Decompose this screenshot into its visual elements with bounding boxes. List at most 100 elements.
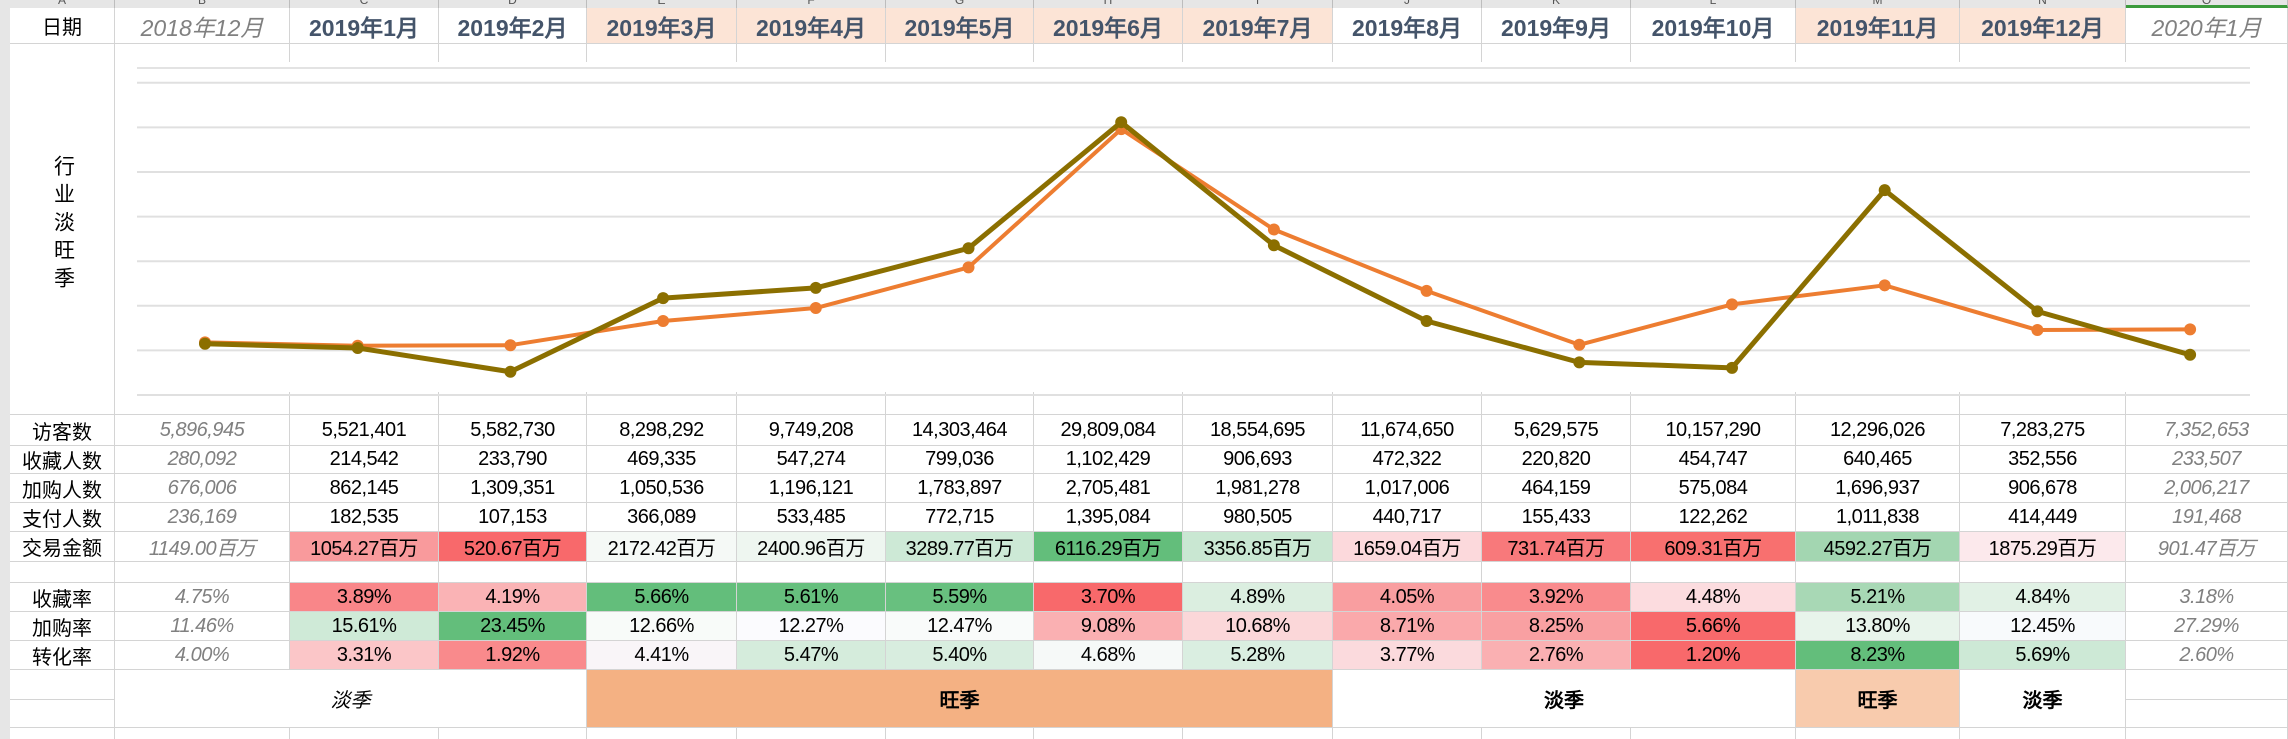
rate-value-cell[interactable]: 3.77% [1333, 641, 1482, 670]
metric-label[interactable]: 支付人数 [10, 503, 115, 532]
metric-value-cell[interactable]: 122,262 [1631, 503, 1796, 532]
metric-value-cell[interactable]: 533,485 [737, 503, 886, 532]
column-header-A[interactable]: A [10, 0, 115, 8]
metric-value-cell[interactable]: 1054.27百万 [290, 532, 439, 562]
metric-value-cell[interactable]: 12,296,026 [1796, 415, 1960, 446]
rate-value-cell[interactable]: 12.45% [1960, 612, 2126, 641]
rate-value-cell[interactable]: 5.21% [1796, 583, 1960, 612]
rate-value-cell[interactable]: 4.41% [587, 641, 737, 670]
rate-value-cell[interactable]: 5.28% [1183, 641, 1333, 670]
metric-value-cell[interactable]: 107,153 [439, 503, 587, 532]
rate-value-cell[interactable]: 4.48% [1631, 583, 1796, 612]
rate-value-cell[interactable]: 5.61% [737, 583, 886, 612]
column-header-L[interactable]: L [1631, 0, 1796, 8]
date-header-cell[interactable]: 2018年12月 [115, 8, 290, 44]
rate-value-cell[interactable]: 4.75% [115, 583, 290, 612]
metric-value-cell[interactable]: 469,335 [587, 446, 737, 474]
date-header-cell[interactable]: 2019年7月 [1183, 8, 1333, 44]
metric-value-cell[interactable]: 454,747 [1631, 446, 1796, 474]
date-header-cell[interactable]: 2019年6月 [1034, 8, 1183, 44]
metric-value-cell[interactable]: 1,696,937 [1796, 474, 1960, 503]
empty-cell[interactable] [737, 728, 886, 739]
date-header-cell[interactable]: 2019年4月 [737, 8, 886, 44]
date-header-cell[interactable]: 2019年11月 [1796, 8, 1960, 44]
rate-value-cell[interactable]: 1.20% [1631, 641, 1796, 670]
metric-value-cell[interactable]: 980,505 [1183, 503, 1333, 532]
empty-cell[interactable] [1960, 728, 2126, 739]
metric-value-cell[interactable]: 14,303,464 [886, 415, 1034, 446]
season-label[interactable]: 淡季 [1960, 670, 2126, 728]
rate-value-cell[interactable]: 3.18% [2126, 583, 2288, 612]
column-header-F[interactable]: F [737, 0, 886, 8]
metric-value-cell[interactable]: 236,169 [115, 503, 290, 532]
rate-value-cell[interactable]: 4.84% [1960, 583, 2126, 612]
rate-label[interactable]: 转化率 [10, 641, 115, 670]
rate-label[interactable]: 收藏率 [10, 583, 115, 612]
empty-cell[interactable] [1631, 728, 1796, 739]
metric-value-cell[interactable]: 29,809,084 [1034, 415, 1183, 446]
empty-cell[interactable] [587, 728, 737, 739]
rate-value-cell[interactable]: 8.25% [1482, 612, 1631, 641]
metric-value-cell[interactable]: 2,006,217 [2126, 474, 2288, 503]
metric-label[interactable]: 访客数 [10, 415, 115, 446]
metric-value-cell[interactable]: 182,535 [290, 503, 439, 532]
rate-value-cell[interactable]: 3.70% [1034, 583, 1183, 612]
metric-value-cell[interactable]: 1,050,536 [587, 474, 737, 503]
rate-value-cell[interactable]: 13.80% [1796, 612, 1960, 641]
metric-value-cell[interactable]: 464,159 [1482, 474, 1631, 503]
column-header-D[interactable]: D [439, 0, 587, 8]
metric-value-cell[interactable]: 2,705,481 [1034, 474, 1183, 503]
metric-value-cell[interactable]: 1659.04百万 [1333, 532, 1482, 562]
metric-value-cell[interactable]: 731.74百万 [1482, 532, 1631, 562]
metric-value-cell[interactable]: 1,011,838 [1796, 503, 1960, 532]
season-label[interactable]: 淡季 [1333, 670, 1796, 728]
metric-value-cell[interactable]: 233,790 [439, 446, 587, 474]
metric-value-cell[interactable]: 640,465 [1796, 446, 1960, 474]
empty-cell[interactable] [290, 562, 439, 583]
empty-cell[interactable] [737, 562, 886, 583]
column-header-B[interactable]: B [115, 0, 290, 8]
empty-cell[interactable] [1034, 728, 1183, 739]
column-header-M[interactable]: M [1796, 0, 1960, 8]
metric-value-cell[interactable]: 472,322 [1333, 446, 1482, 474]
empty-cell[interactable] [886, 728, 1034, 739]
rate-value-cell[interactable]: 23.45% [439, 612, 587, 641]
metric-value-cell[interactable]: 414,449 [1960, 503, 2126, 532]
empty-cell[interactable] [886, 562, 1034, 583]
date-header-cell[interactable]: 2019年3月 [587, 8, 737, 44]
empty-cell[interactable] [1631, 562, 1796, 583]
metric-value-cell[interactable]: 5,629,575 [1482, 415, 1631, 446]
metric-value-cell[interactable]: 7,352,653 [2126, 415, 2288, 446]
empty-cell[interactable] [587, 562, 737, 583]
metric-value-cell[interactable]: 7,283,275 [1960, 415, 2126, 446]
date-header-cell[interactable]: 2019年1月 [290, 8, 439, 44]
rate-value-cell[interactable]: 2.60% [2126, 641, 2288, 670]
date-header-cell[interactable]: 2019年5月 [886, 8, 1034, 44]
season-label[interactable]: 旺季 [1796, 670, 1960, 728]
date-header-cell[interactable]: 2020年1月 [2126, 8, 2288, 44]
metric-value-cell[interactable]: 220,820 [1482, 446, 1631, 474]
rate-value-cell[interactable]: 9.08% [1034, 612, 1183, 641]
metric-value-cell[interactable]: 352,556 [1960, 446, 2126, 474]
rate-value-cell[interactable]: 15.61% [290, 612, 439, 641]
metric-value-cell[interactable]: 2400.96百万 [737, 532, 886, 562]
empty-cell[interactable] [1183, 562, 1333, 583]
rate-value-cell[interactable]: 5.66% [587, 583, 737, 612]
metric-value-cell[interactable]: 862,145 [290, 474, 439, 503]
season-label[interactable]: 淡季 [115, 670, 587, 728]
metric-value-cell[interactable]: 3356.85百万 [1183, 532, 1333, 562]
metric-value-cell[interactable]: 901.47百万 [2126, 532, 2288, 562]
rate-value-cell[interactable]: 4.05% [1333, 583, 1482, 612]
empty-cell[interactable] [115, 728, 290, 739]
metric-value-cell[interactable]: 799,036 [886, 446, 1034, 474]
empty-cell[interactable] [2126, 700, 2288, 728]
metric-value-cell[interactable]: 280,092 [115, 446, 290, 474]
empty-cell[interactable] [1333, 562, 1482, 583]
metric-value-cell[interactable]: 520.67百万 [439, 532, 587, 562]
empty-cell[interactable] [1960, 562, 2126, 583]
metric-value-cell[interactable]: 155,433 [1482, 503, 1631, 532]
date-header-cell[interactable]: 2019年9月 [1482, 8, 1631, 44]
metric-value-cell[interactable]: 4592.27百万 [1796, 532, 1960, 562]
metric-value-cell[interactable]: 906,678 [1960, 474, 2126, 503]
